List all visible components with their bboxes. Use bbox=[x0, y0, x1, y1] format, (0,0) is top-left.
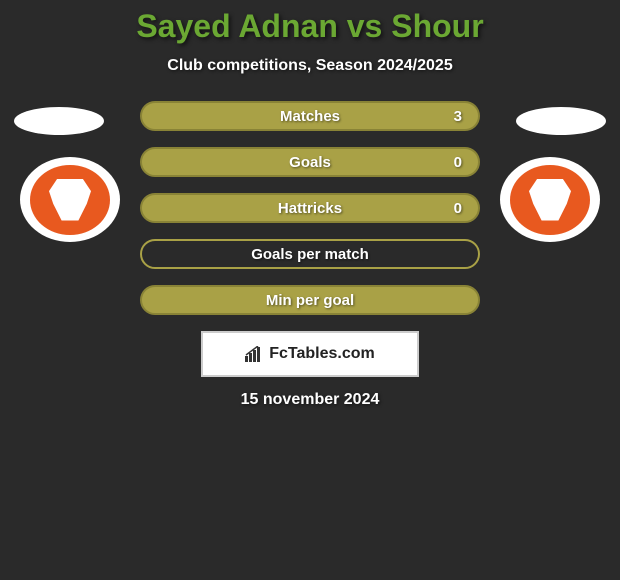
stat-row-min-per-goal: Min per goal bbox=[140, 285, 480, 315]
branding-box[interactable]: FcTables.com bbox=[201, 331, 419, 377]
stat-row-hattricks: Hattricks 0 bbox=[140, 193, 480, 223]
bar-chart-icon bbox=[245, 346, 263, 362]
player-left-ellipse bbox=[14, 107, 104, 135]
stat-label: Goals per match bbox=[251, 246, 369, 263]
season-subtitle: Club competitions, Season 2024/2025 bbox=[0, 57, 620, 75]
club-badge-right-circle bbox=[500, 157, 600, 242]
stat-value-right: 0 bbox=[454, 154, 462, 171]
stat-value-right: 3 bbox=[454, 108, 462, 125]
club-badge-right bbox=[500, 157, 600, 242]
stat-rows: Matches 3 Goals 0 Hattricks 0 Goals per … bbox=[140, 101, 480, 315]
stat-row-goals-per-match: Goals per match bbox=[140, 239, 480, 269]
comparison-body: Matches 3 Goals 0 Hattricks 0 Goals per … bbox=[0, 101, 620, 409]
club-badge-left bbox=[20, 157, 120, 242]
player-right-ellipse bbox=[516, 107, 606, 135]
lion-icon bbox=[49, 179, 91, 221]
stat-value-right: 0 bbox=[454, 200, 462, 217]
club-badge-right-inner bbox=[510, 165, 590, 235]
stat-label: Min per goal bbox=[266, 292, 354, 309]
club-badge-left-inner bbox=[30, 165, 110, 235]
branding-text: FcTables.com bbox=[269, 345, 375, 363]
comparison-title: Sayed Adnan vs Shour bbox=[0, 8, 620, 45]
stat-label: Matches bbox=[280, 108, 340, 125]
stat-label: Hattricks bbox=[278, 200, 342, 217]
stat-row-goals: Goals 0 bbox=[140, 147, 480, 177]
club-badge-left-circle bbox=[20, 157, 120, 242]
stat-row-matches: Matches 3 bbox=[140, 101, 480, 131]
stat-label: Goals bbox=[289, 154, 331, 171]
lion-icon bbox=[529, 179, 571, 221]
snapshot-date: 15 november 2024 bbox=[0, 391, 620, 409]
